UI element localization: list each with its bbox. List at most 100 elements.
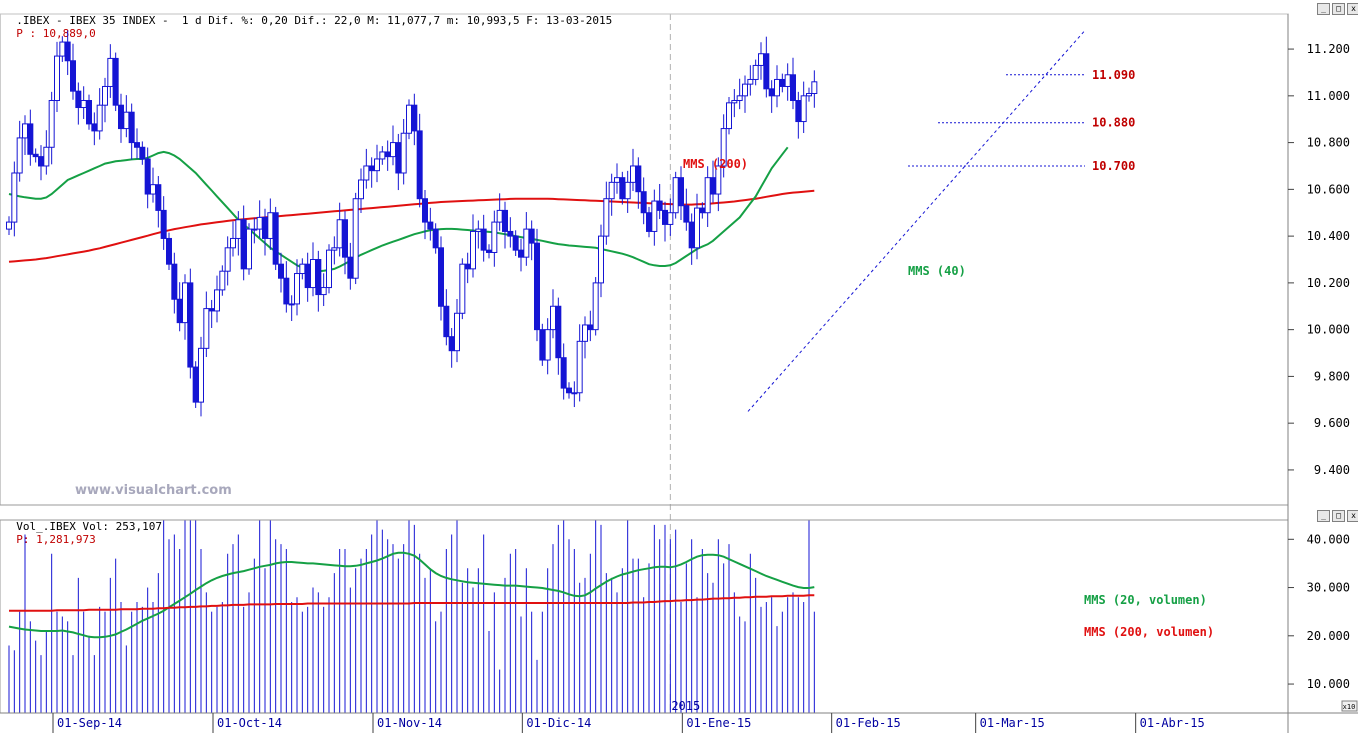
volume-info: Vol_.IBEX Vol: 253,107 — [16, 520, 162, 533]
candle-body — [779, 78, 786, 87]
candle-body — [496, 209, 503, 223]
volume-maximize-button[interactable]: □ — [1332, 510, 1345, 522]
candle-body — [187, 282, 194, 368]
vol-ma-20-line — [8, 551, 815, 639]
candle-body — [32, 153, 39, 158]
candle-body — [6, 221, 12, 230]
candle-body — [240, 219, 247, 270]
candle-body — [59, 41, 66, 57]
candle-body — [336, 219, 343, 249]
candle-body — [326, 249, 332, 289]
level-label: 10.880 — [1092, 116, 1135, 130]
xtick-label: 01-Oct-14 — [217, 716, 282, 730]
vol-ma-20-label: MMS (20, volumen) — [1084, 593, 1207, 607]
candle-body — [134, 142, 140, 148]
candle-body — [395, 142, 402, 174]
price-candles — [6, 30, 818, 417]
candle-body — [406, 104, 412, 134]
volume-minimize-button[interactable]: _ — [1317, 510, 1330, 522]
candle-body — [379, 151, 386, 160]
candle-body — [443, 305, 450, 338]
candle-body — [230, 237, 236, 249]
price-ytick-label: 11.200 — [1307, 42, 1350, 56]
trend-line — [747, 30, 1086, 412]
price-ytick-label: 10.400 — [1307, 229, 1350, 243]
maximize-button[interactable]: □ — [1332, 3, 1345, 15]
candle-body — [128, 111, 135, 144]
candle-body — [198, 347, 204, 403]
candle-body — [102, 85, 108, 106]
candle-body — [635, 165, 642, 193]
minimize-button[interactable]: _ — [1317, 3, 1330, 15]
candle-body — [592, 282, 599, 331]
candle-body — [624, 181, 631, 200]
candle-body — [667, 212, 674, 225]
volume-ytick-label: 30.000 — [1307, 581, 1350, 595]
price-frame — [0, 13, 1289, 506]
candle-body — [283, 277, 290, 305]
candle-body — [182, 282, 188, 324]
candle-body — [454, 312, 460, 352]
candle-body — [288, 303, 295, 306]
candle-body — [347, 256, 354, 279]
xtick-label: 01-Nov-14 — [377, 716, 442, 730]
watermark: www.visualchart.com — [75, 483, 232, 498]
vol-ma-200-label: MMS (200, volumen) — [1084, 625, 1214, 639]
ma-40-line — [8, 146, 789, 273]
xtick-label: 01-Dic-14 — [526, 716, 591, 730]
candle-body — [342, 219, 348, 258]
volume-window-buttons: _ □ x — [1317, 510, 1358, 522]
xtick-label: 01-Ene-15 — [686, 716, 751, 730]
candle-body — [688, 221, 695, 249]
candle-body — [11, 172, 18, 223]
price-annotations: 11.090 10.880 10.700 — [747, 30, 1135, 412]
candle-body — [571, 392, 578, 395]
candle-body — [176, 298, 183, 324]
candle-body — [299, 263, 306, 275]
price-info: .IBEX - IBEX 35 INDEX - 1 d Dif. %: 0,20… — [16, 14, 613, 27]
candle-body — [64, 41, 71, 62]
candle-body — [576, 340, 583, 394]
volume-close-button[interactable]: x — [1347, 510, 1358, 522]
candle-body — [16, 137, 23, 174]
candle-body — [171, 263, 178, 300]
candle-body — [422, 198, 428, 223]
candle-body — [768, 88, 775, 97]
candle-body — [123, 111, 130, 130]
candle-body — [630, 165, 636, 183]
candle-body — [528, 228, 535, 244]
candle-body — [278, 263, 284, 279]
candle-body — [672, 177, 679, 214]
candle-body — [235, 219, 242, 239]
candle-body — [486, 249, 492, 253]
candle-body — [640, 191, 647, 214]
candle-body — [598, 235, 604, 284]
candle-body — [70, 60, 76, 92]
candle-body — [400, 132, 407, 174]
candle-body — [96, 104, 103, 132]
candle-body — [320, 287, 327, 296]
candle-body — [534, 242, 540, 331]
candle-body — [256, 216, 263, 230]
candle-body — [390, 142, 396, 158]
candle-body — [731, 100, 738, 104]
candle-body — [331, 247, 338, 251]
candle-body — [363, 165, 370, 181]
candle-body — [150, 184, 156, 195]
candle-body — [491, 221, 498, 253]
candle-body — [646, 212, 652, 232]
candle-body — [155, 184, 162, 211]
candle-body — [224, 247, 231, 272]
candle-body — [86, 100, 92, 125]
candle-body — [470, 230, 476, 270]
candle-body — [806, 92, 812, 97]
candle-body — [192, 366, 199, 403]
candle-body — [315, 259, 322, 296]
candle-body — [91, 123, 98, 132]
candle-body — [587, 324, 594, 331]
candle-body — [784, 74, 791, 87]
close-button[interactable]: x — [1347, 3, 1358, 15]
candle-body — [502, 209, 508, 232]
candle-body — [160, 209, 167, 239]
candle-body — [752, 64, 759, 80]
